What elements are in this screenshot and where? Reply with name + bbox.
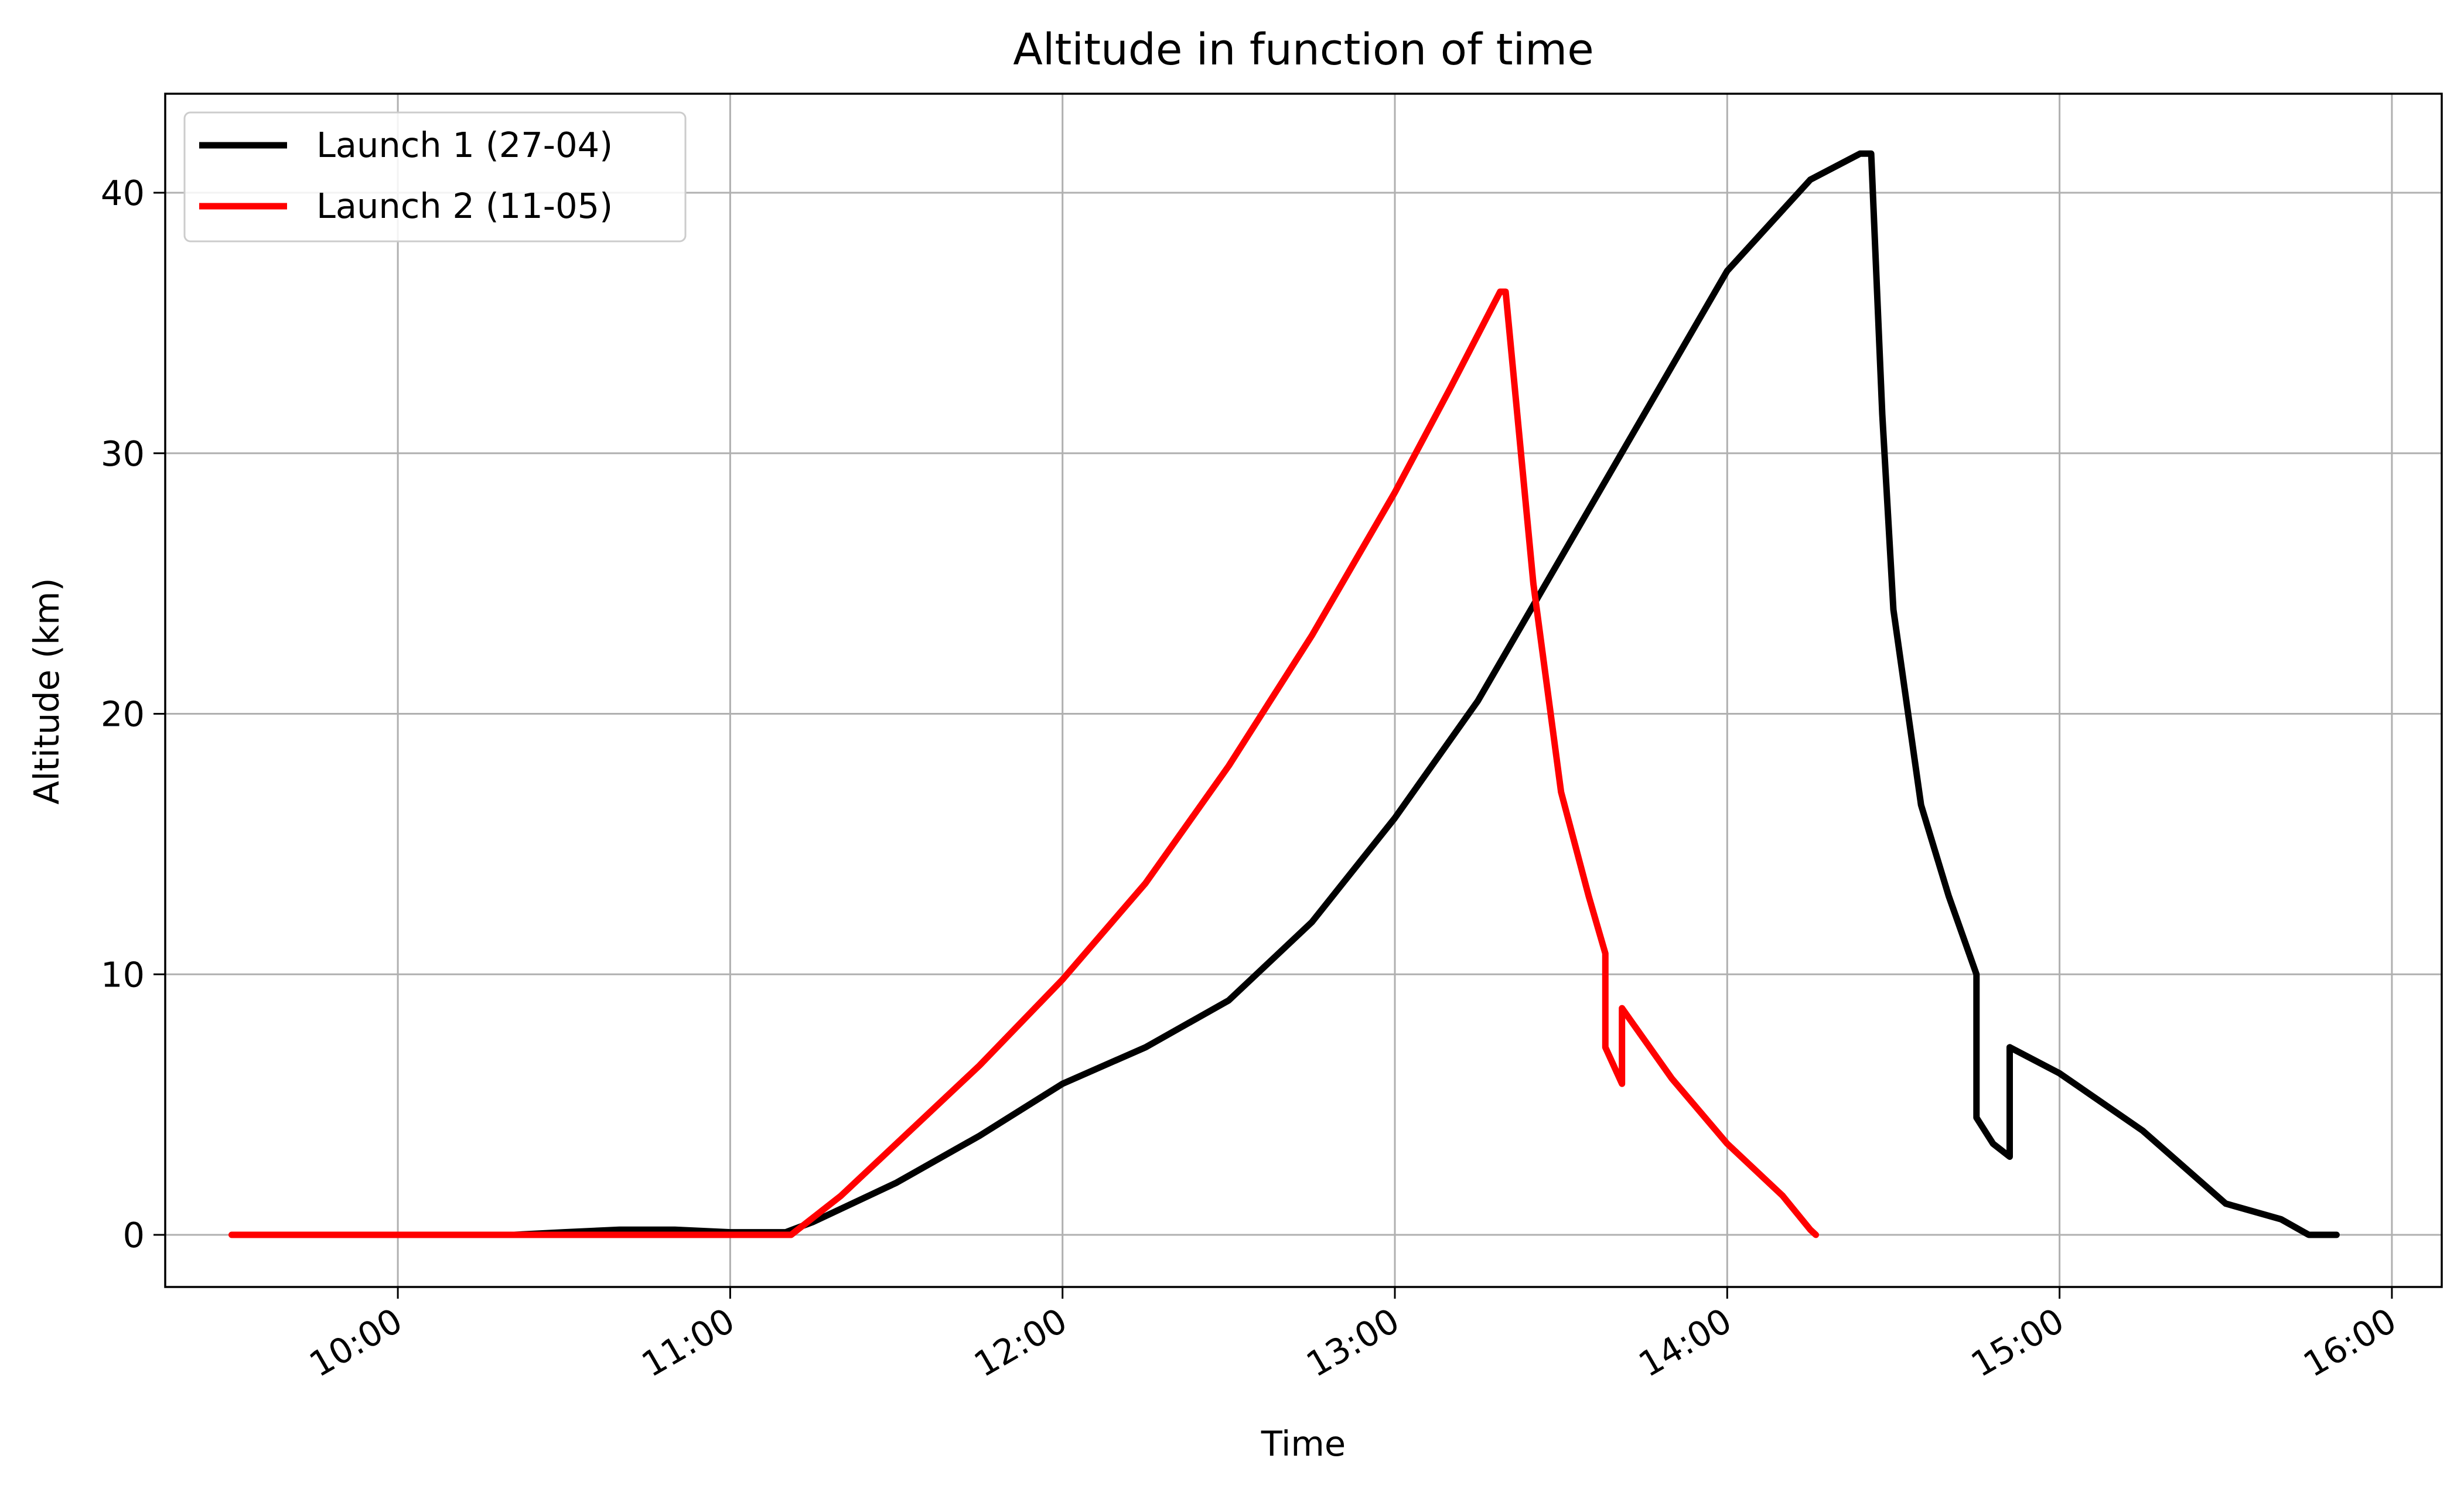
series-line-launch-2 bbox=[228, 288, 1820, 1238]
legend-label-launch-2: Launch 2 (11-05) bbox=[316, 186, 613, 226]
series-lines bbox=[228, 150, 2340, 1238]
legend-box bbox=[183, 111, 687, 243]
legend: Launch 1 (27-04) Launch 2 (11-05) bbox=[183, 111, 687, 243]
y-tick-label: 0 bbox=[122, 1215, 145, 1255]
chart-title: Altitude in function of time bbox=[1013, 25, 1594, 75]
x-axis-label: Time bbox=[1261, 1423, 1346, 1464]
y-tick-label: 30 bbox=[101, 433, 145, 474]
legend-label-launch-1: Launch 1 (27-04) bbox=[316, 125, 613, 165]
y-tick-label: 10 bbox=[101, 954, 145, 995]
y-tick-label: 40 bbox=[101, 173, 145, 213]
y-tick-label: 20 bbox=[101, 694, 145, 735]
y-axis-label: Altitude (km) bbox=[26, 578, 67, 805]
plot-frame bbox=[164, 93, 2443, 1288]
